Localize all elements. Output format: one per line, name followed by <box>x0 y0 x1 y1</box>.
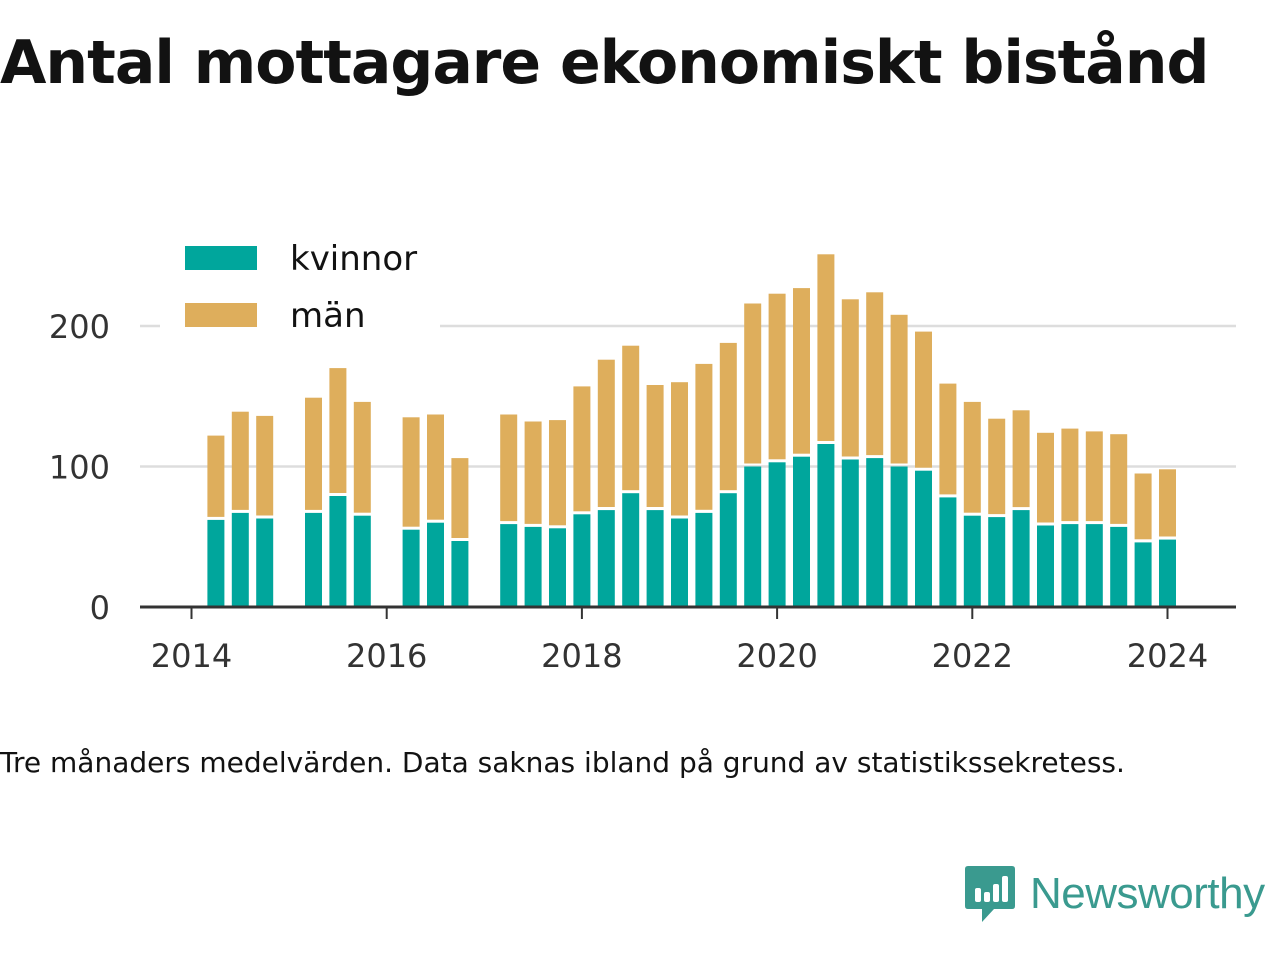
bar-man <box>451 458 469 538</box>
bar-man <box>768 293 786 460</box>
bar-man <box>622 345 640 491</box>
bar-kvinnor <box>353 515 371 607</box>
bar-man <box>597 359 615 507</box>
bar-kvinnor <box>207 519 225 607</box>
bar-man <box>671 382 688 516</box>
legend-label: kvinnor <box>290 239 417 279</box>
bar-kvinnor <box>329 496 347 607</box>
bar-man <box>1110 434 1128 524</box>
bar-kvinnor <box>451 541 469 607</box>
bar-man <box>500 414 518 522</box>
chart-note: Tre månaders medelvärden. Data saknas ib… <box>0 746 1125 779</box>
bar-kvinnor <box>524 526 542 607</box>
y-tick-label: 0 <box>90 589 110 627</box>
bar-kvinnor <box>915 470 932 607</box>
bar-man <box>719 342 737 491</box>
bar-man <box>1037 432 1054 523</box>
x-tick-label: 2018 <box>541 637 622 675</box>
bar-kvinnor <box>573 514 591 607</box>
bar-man <box>963 401 981 513</box>
x-tick-label: 2022 <box>932 637 1013 675</box>
bar-kvinnor <box>890 466 908 607</box>
bar-kvinnor <box>1037 525 1054 607</box>
x-tick-label: 2016 <box>346 637 427 675</box>
bar-man <box>1061 428 1079 522</box>
bar-man <box>549 420 566 526</box>
chart-title: Antal mottagare ekonomiskt bistånd <box>0 28 1209 98</box>
y-tick-label: 100 <box>49 449 110 487</box>
bar-man <box>695 363 713 510</box>
bar-man <box>1159 469 1176 537</box>
bar-kvinnor <box>671 518 688 607</box>
bar-man <box>646 385 664 507</box>
bar-man <box>1085 431 1103 522</box>
bar-man <box>988 418 1006 515</box>
bar-kvinnor <box>1159 539 1176 607</box>
bar-kvinnor <box>305 512 322 607</box>
bar-man <box>524 421 542 524</box>
bar-kvinnor <box>427 522 444 607</box>
axes: 0 100 200 2014 2016 2018 2020 2022 2024 <box>49 308 1236 675</box>
bar-kvinnor <box>768 462 786 607</box>
bar-kvinnor <box>963 515 981 607</box>
bar-kvinnor <box>1134 542 1152 607</box>
bar-kvinnor <box>646 510 664 607</box>
legend-label: män <box>290 296 366 336</box>
bar-kvinnor <box>1085 524 1103 607</box>
bar-kvinnor <box>622 493 640 607</box>
bar-man <box>744 303 762 464</box>
bar-man <box>256 415 274 516</box>
bar-man <box>939 383 957 495</box>
legend-swatch <box>185 303 257 327</box>
bar-man <box>1134 473 1152 540</box>
legend-swatch <box>185 246 257 270</box>
newsworthy-logo-icon <box>965 866 1015 922</box>
bar-man <box>207 435 225 517</box>
bar-kvinnor <box>549 528 566 607</box>
x-tick-label: 2014 <box>151 637 232 675</box>
y-tick-label: 200 <box>49 308 110 346</box>
bar-kvinnor <box>597 510 615 607</box>
bar-kvinnor <box>817 444 835 607</box>
bar-chart: kvinnor män 0 100 200 2014 2016 2018 2020 2022 20… <box>48 225 1236 675</box>
bar-man <box>231 411 249 510</box>
bar-man <box>402 417 420 527</box>
bar-kvinnor <box>841 459 859 607</box>
bar-man <box>915 331 932 468</box>
bar-kvinnor <box>793 456 810 607</box>
bar-kvinnor <box>1012 510 1030 607</box>
bar-kvinnor <box>402 529 420 607</box>
bar-man <box>1012 410 1030 508</box>
bar-kvinnor <box>1061 524 1079 607</box>
bar-man <box>866 292 884 456</box>
bar-kvinnor <box>256 518 274 607</box>
bar-man <box>329 368 347 493</box>
brand: Newsworthy <box>964 864 1265 924</box>
bar-man <box>841 299 859 457</box>
bars <box>207 254 1176 607</box>
bar-man <box>793 288 810 454</box>
bar-kvinnor <box>1110 526 1128 607</box>
bar-kvinnor <box>988 517 1006 607</box>
bar-man <box>305 397 322 510</box>
bar-kvinnor <box>695 512 713 607</box>
x-tick-label: 2024 <box>1127 637 1208 675</box>
brand-name: Newsworthy <box>1030 869 1265 918</box>
bar-man <box>573 386 591 512</box>
bar-kvinnor <box>719 493 737 607</box>
bar-kvinnor <box>866 458 884 607</box>
bar-man <box>890 314 908 464</box>
bar-man <box>817 254 835 441</box>
x-tick-label: 2020 <box>736 637 817 675</box>
legend: kvinnor män <box>160 225 440 345</box>
bar-man <box>353 401 371 513</box>
bar-kvinnor <box>939 497 957 607</box>
bar-kvinnor <box>231 512 249 607</box>
bar-kvinnor <box>744 466 762 607</box>
bar-kvinnor <box>500 524 518 607</box>
bar-man <box>427 414 444 520</box>
